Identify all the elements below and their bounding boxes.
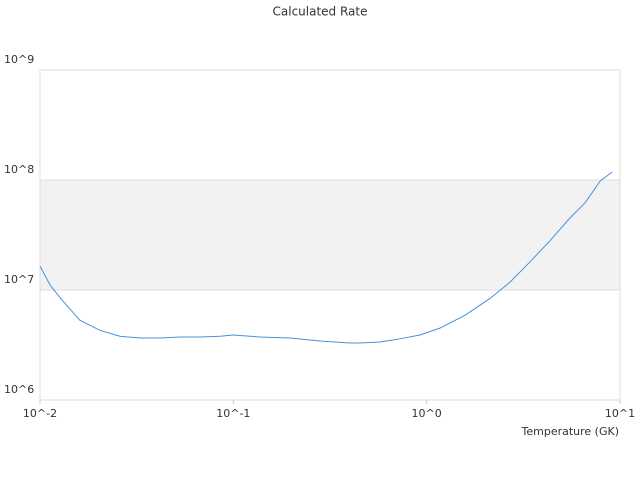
x-tick-label: 10^-2: [23, 407, 57, 420]
grid-band: [40, 180, 620, 290]
x-axis-title: Temperature (GK): [521, 425, 620, 438]
y-tick-label: 10^8: [4, 163, 34, 176]
y-tick-label: 10^7: [4, 273, 34, 286]
chart-title: Calculated Rate: [273, 5, 368, 19]
x-tick-label: 10^-1: [216, 407, 250, 420]
x-tick-label: 10^1: [605, 407, 635, 420]
y-tick-label: 10^9: [4, 53, 34, 66]
x-tick-label: 10^0: [412, 407, 442, 420]
line-series: [39, 171, 613, 344]
y-tick-label: 10^6: [4, 383, 34, 396]
